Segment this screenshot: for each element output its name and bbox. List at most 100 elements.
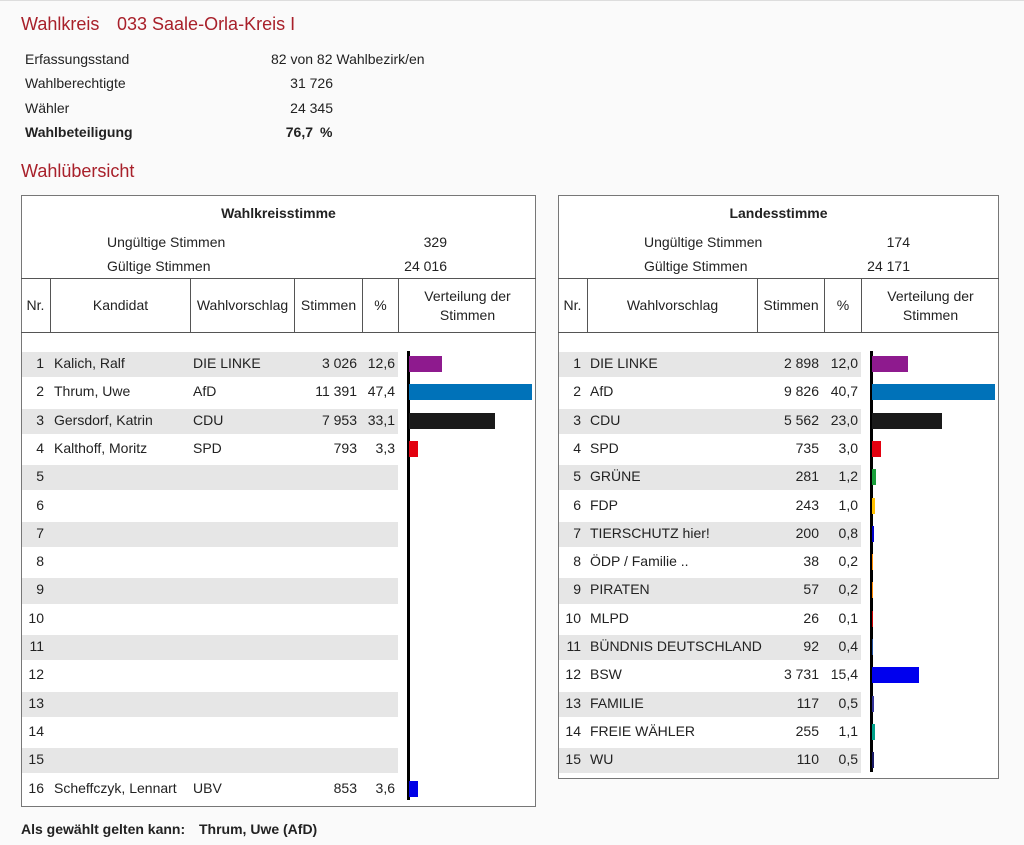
bar xyxy=(872,384,995,401)
cell-stimmen: 92 xyxy=(803,638,819,654)
row-shade xyxy=(559,578,861,604)
cell-stimmen: 853 xyxy=(333,779,357,796)
cell-stimmen: 3 026 xyxy=(321,355,357,371)
table-title: Landesstimme xyxy=(729,205,828,221)
header-band xyxy=(558,278,999,333)
row-shade xyxy=(559,691,861,717)
cell-pct: 0,5 xyxy=(838,751,858,768)
bar xyxy=(872,469,876,486)
cell-pct: 1,0 xyxy=(838,496,858,513)
info-value: 24 171 xyxy=(867,257,910,274)
cell-stimmen: 281 xyxy=(795,468,819,485)
cell-pct: 3,6 xyxy=(375,779,395,796)
cell-stimmen: 3 731 xyxy=(783,666,819,683)
header-label: Wahlkreis xyxy=(21,14,100,34)
cell-nr: 1 xyxy=(573,355,581,371)
row-shade xyxy=(22,635,398,661)
cell-stimmen: 2 898 xyxy=(783,355,819,371)
cell-partei: UBV xyxy=(193,779,222,796)
bar xyxy=(872,356,909,372)
cell-stimmen: 110 xyxy=(796,751,819,768)
row-shade xyxy=(559,465,861,491)
bar xyxy=(872,723,876,740)
cell-pct: 0,4 xyxy=(838,638,858,654)
header-name: 033 Saale-Orla-Kreis I xyxy=(117,14,296,34)
cell-nr: 3 xyxy=(573,411,581,428)
cell-pct: 3,3 xyxy=(375,439,395,456)
cell-nr: 6 xyxy=(573,496,581,513)
cell-nr: 9 xyxy=(573,581,581,598)
column-header: Verteilung der Stimmen xyxy=(861,278,999,333)
cell-partei: FREIE WÄHLER xyxy=(590,722,696,739)
cell-pct: 0,2 xyxy=(838,581,858,598)
cell-pct: 0,8 xyxy=(838,524,858,541)
bar xyxy=(872,497,876,514)
column-header-text: Nr. xyxy=(26,297,45,313)
row-shade xyxy=(559,748,861,774)
column-header: Nr. xyxy=(558,278,587,333)
bar xyxy=(872,412,942,429)
bar xyxy=(409,356,442,372)
cell-pct: 1,1 xyxy=(838,722,858,739)
cell-partei: FDP xyxy=(590,496,618,513)
bar xyxy=(409,412,495,429)
cell-stimmen: 7 953 xyxy=(321,411,357,428)
cell-pct: 33,1 xyxy=(367,411,395,428)
bar xyxy=(872,695,874,712)
cell-pct: 12,0 xyxy=(830,355,858,371)
column-header: Wahlvorschlag xyxy=(190,278,294,333)
cell-stimmen: 735 xyxy=(795,439,819,456)
cell-nr: 2 xyxy=(36,383,44,400)
cell-pct: 0,2 xyxy=(838,553,858,570)
cell-nr: 12 xyxy=(28,666,44,683)
table-title: Wahlkreisstimme xyxy=(221,205,336,221)
column-header: Stimmen xyxy=(757,278,824,333)
row-shade xyxy=(22,748,398,774)
cell-nr: 15 xyxy=(565,751,581,768)
cell-pct: 0,1 xyxy=(838,609,858,626)
row-shade xyxy=(22,352,398,378)
cell-partei: ÖDP / Familie .. xyxy=(590,553,689,570)
cell-pct: 1,2 xyxy=(838,468,858,485)
cell-partei: FAMILIE xyxy=(590,694,644,711)
cell-nr: 5 xyxy=(573,468,581,485)
cell-kandidat: Thrum, Uwe xyxy=(54,383,131,400)
cell-partei: BÜNDNIS DEUTSCHLAND xyxy=(590,638,762,654)
summary-value: 24 345 xyxy=(290,99,333,116)
bar xyxy=(872,752,874,769)
column-header-text: Verteilung der Stimmen xyxy=(424,287,511,323)
summary-label: Wahlbeteiligung xyxy=(25,123,133,140)
cell-partei: AfD xyxy=(193,383,217,400)
cell-stimmen: 26 xyxy=(803,609,819,626)
cell-nr: 5 xyxy=(36,468,44,485)
cell-pct: 3,0 xyxy=(838,439,858,456)
cell-stimmen: 793 xyxy=(333,439,357,456)
info-value: 24 016 xyxy=(404,257,447,274)
bar-axis xyxy=(870,351,873,772)
row-shade xyxy=(22,521,398,548)
column-header-text: Stimmen xyxy=(300,297,357,313)
header-band xyxy=(21,278,536,333)
bar xyxy=(409,440,418,457)
cell-nr: 13 xyxy=(565,694,581,711)
cell-nr: 16 xyxy=(28,779,44,796)
column-header: Kandidat xyxy=(50,278,190,333)
cell-partei: AfD xyxy=(590,383,614,400)
info-label: Ungültige Stimmen xyxy=(644,234,763,250)
cell-stimmen: 38 xyxy=(803,553,819,570)
column-header: Verteilung der Stimmen xyxy=(398,278,536,333)
cell-nr: 13 xyxy=(28,694,44,711)
info-label: Gültige Stimmen xyxy=(644,257,748,274)
cell-stimmen: 243 xyxy=(795,496,819,513)
cell-nr: 2 xyxy=(573,383,581,400)
bar xyxy=(409,780,419,797)
column-header-text: Verteilung der Stimmen xyxy=(887,287,974,323)
cell-partei: DIE LINKE xyxy=(193,355,261,371)
cell-kandidat: Kalich, Ralf xyxy=(54,355,125,371)
info-value: 174 xyxy=(886,234,910,250)
cell-partei: TIERSCHUTZ hier! xyxy=(590,524,710,541)
cell-nr: 11 xyxy=(566,638,581,654)
bar xyxy=(872,667,919,684)
cell-stimmen: 57 xyxy=(803,581,819,598)
row-shade xyxy=(22,408,398,434)
